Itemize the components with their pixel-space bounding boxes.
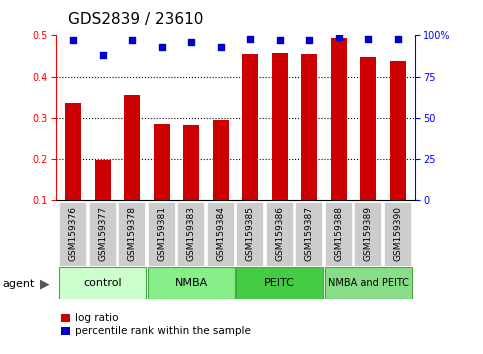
- Bar: [390, 61, 406, 241]
- Bar: [118, 202, 146, 267]
- Text: PEITC: PEITC: [264, 278, 295, 288]
- Point: [305, 38, 313, 43]
- Text: NMBA: NMBA: [174, 278, 208, 288]
- Bar: [154, 124, 170, 241]
- Point: [70, 38, 77, 43]
- Text: GSM159377: GSM159377: [98, 206, 107, 261]
- Text: GSM159387: GSM159387: [305, 206, 313, 261]
- Bar: [65, 103, 81, 241]
- Point: [217, 44, 225, 50]
- Text: NMBA and PEITC: NMBA and PEITC: [328, 278, 409, 288]
- Bar: [236, 267, 323, 299]
- Bar: [301, 54, 317, 241]
- Bar: [183, 125, 199, 241]
- Bar: [88, 202, 117, 267]
- Bar: [360, 57, 376, 241]
- Text: GSM159390: GSM159390: [393, 206, 402, 261]
- Point: [364, 36, 372, 41]
- Point: [158, 44, 166, 50]
- Text: GSM159386: GSM159386: [275, 206, 284, 261]
- Legend: log ratio, percentile rank within the sample: log ratio, percentile rank within the sa…: [61, 313, 251, 336]
- Bar: [295, 202, 323, 267]
- Bar: [325, 267, 412, 299]
- Bar: [236, 202, 264, 267]
- Bar: [59, 267, 146, 299]
- Bar: [266, 202, 294, 267]
- Bar: [59, 202, 87, 267]
- Point: [335, 34, 342, 40]
- Bar: [325, 202, 353, 267]
- Point: [246, 36, 254, 41]
- Bar: [213, 120, 229, 241]
- Text: GSM159384: GSM159384: [216, 206, 225, 261]
- Text: agent: agent: [2, 279, 35, 289]
- Point: [187, 39, 195, 45]
- Bar: [271, 53, 288, 241]
- Bar: [207, 202, 235, 267]
- Bar: [148, 202, 176, 267]
- Bar: [330, 38, 347, 241]
- Text: GSM159389: GSM159389: [364, 206, 373, 261]
- Text: control: control: [84, 278, 122, 288]
- Text: GSM159388: GSM159388: [334, 206, 343, 261]
- Text: GSM159376: GSM159376: [69, 206, 78, 261]
- Bar: [95, 160, 111, 241]
- Point: [128, 38, 136, 43]
- Text: GDS2839 / 23610: GDS2839 / 23610: [68, 12, 203, 27]
- Text: GSM159385: GSM159385: [246, 206, 255, 261]
- Text: GSM159381: GSM159381: [157, 206, 166, 261]
- Bar: [384, 202, 412, 267]
- Text: ▶: ▶: [40, 278, 49, 290]
- Bar: [177, 202, 205, 267]
- Point: [394, 36, 401, 41]
- Text: GSM159378: GSM159378: [128, 206, 137, 261]
- Bar: [148, 267, 235, 299]
- Bar: [354, 202, 383, 267]
- Text: GSM159383: GSM159383: [187, 206, 196, 261]
- Point: [99, 52, 107, 58]
- Bar: [124, 95, 141, 241]
- Point: [276, 38, 284, 43]
- Bar: [242, 54, 258, 241]
